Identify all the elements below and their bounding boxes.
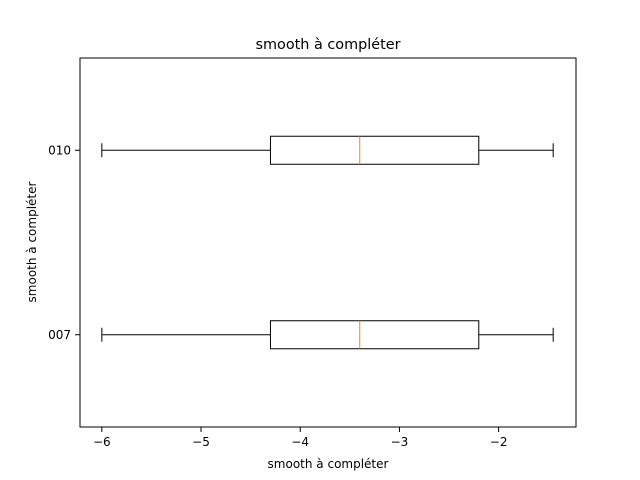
y-axis-ticks: 007 010 bbox=[48, 143, 80, 342]
x-tick-label: −6 bbox=[93, 435, 111, 449]
iqr-box bbox=[269, 135, 480, 165]
x-axis-ticks: −6 −5 −4 −3 −2 bbox=[93, 427, 508, 449]
chart-title: smooth à compléter bbox=[256, 37, 401, 53]
y-axis-label: smooth à compléter bbox=[25, 181, 39, 302]
y-tick-label: 007 bbox=[48, 328, 71, 342]
iqr-box bbox=[269, 320, 480, 350]
x-tick-label: −3 bbox=[391, 435, 409, 449]
x-tick-label: −5 bbox=[192, 435, 210, 449]
box-007 bbox=[101, 320, 554, 350]
boxes-group bbox=[101, 135, 554, 350]
x-tick-label: −2 bbox=[490, 435, 508, 449]
y-tick-label: 010 bbox=[48, 143, 71, 157]
x-tick-label: −4 bbox=[291, 435, 309, 449]
box-010 bbox=[101, 135, 554, 165]
x-axis-label: smooth à compléter bbox=[268, 457, 389, 471]
plot-frame bbox=[79, 57, 577, 428]
